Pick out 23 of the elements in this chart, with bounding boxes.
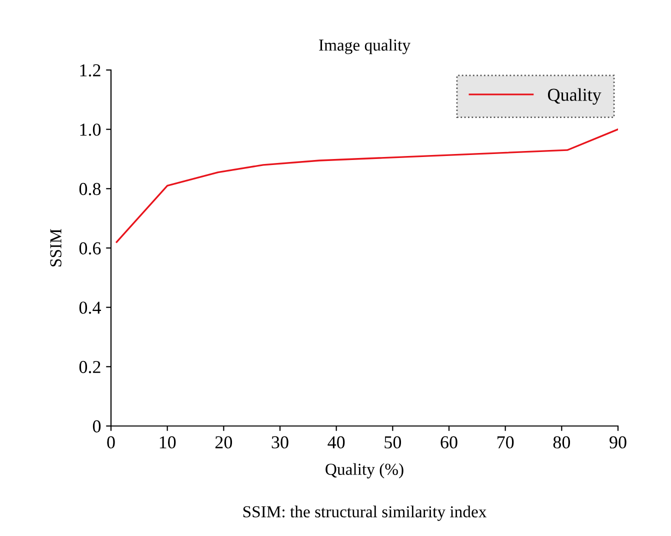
chart-title: Image quality (319, 38, 410, 54)
y-tick-label: 0.6 (79, 242, 101, 255)
x-tick-label: 60 (440, 436, 458, 448)
x-tick-label: 20 (215, 436, 232, 448)
x-tick-label: 30 (272, 436, 288, 448)
text: SSIM: the structural similarity index (243, 506, 487, 521)
x-tick-label: 40 (328, 436, 345, 448)
x-tick-label: 50 (384, 436, 402, 448)
y-axis-title: SSIM (50, 229, 62, 266)
y-tick-label: 0.8 (79, 182, 101, 196)
y-tick-label: 1.2 (80, 64, 100, 77)
y-tick-label: 1.0 (80, 124, 101, 136)
x-axis-title: Quality (%) (326, 463, 404, 478)
line-series (116, 128, 618, 243)
x-tick-label: 70 (497, 436, 514, 448)
x-tick-label: 0 (107, 436, 115, 448)
legend-label: Quality (548, 88, 602, 105)
x-tick-label: 90 (610, 436, 626, 448)
x-tick-label: 10 (160, 436, 176, 448)
y-tick-label: 0 (92, 420, 101, 432)
y-tick-label: 0.2 (79, 360, 100, 374)
y-tick-label: 0.4 (79, 302, 101, 314)
x-tick-label: 80 (553, 436, 570, 448)
